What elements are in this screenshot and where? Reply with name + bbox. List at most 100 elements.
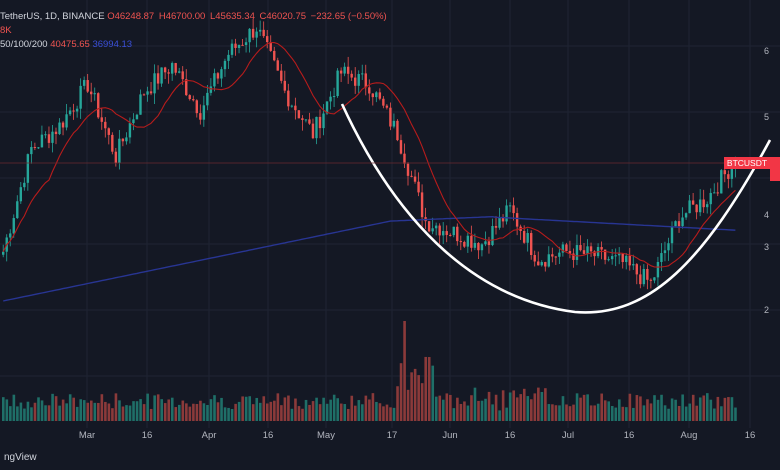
candle-body — [227, 54, 230, 61]
volume-bar — [139, 399, 142, 421]
tradingview-brand: ngView — [4, 452, 37, 463]
volume-bar — [135, 401, 139, 421]
volume-bar — [269, 401, 273, 421]
candle-body — [163, 67, 167, 73]
candle-body — [691, 200, 695, 205]
candle-body — [417, 181, 420, 193]
candle-body — [375, 92, 378, 98]
volume-bar — [54, 396, 58, 421]
candle-body — [19, 187, 22, 202]
candle-body — [642, 268, 646, 285]
y-axis[interactable]: 6 5 4 3 2 — [762, 0, 780, 430]
price-tag-value — [770, 157, 780, 181]
candle-body — [262, 29, 265, 37]
volume-bar — [2, 397, 5, 421]
candle-body — [456, 226, 459, 242]
volume-bar — [382, 406, 385, 421]
candle-body — [723, 170, 726, 175]
volume-bar — [149, 408, 153, 421]
volume-bar — [294, 398, 297, 421]
volume-bar — [399, 363, 403, 421]
candle-body — [174, 63, 177, 73]
volume-bar — [142, 404, 146, 421]
volume-bar — [642, 405, 646, 421]
volume-bar — [160, 399, 163, 421]
candle-body — [575, 245, 579, 260]
candle-body — [681, 217, 684, 227]
volume-bar — [596, 403, 600, 421]
candle-body — [463, 241, 466, 247]
candle-body — [494, 225, 498, 228]
x-tick: 16 — [504, 430, 516, 441]
candle-body — [107, 128, 110, 135]
candle-body — [660, 253, 663, 262]
symbol-label: TetherUS, 1D, BINANCE — [0, 11, 105, 22]
volume-bar — [354, 405, 357, 421]
chart-legend: TetherUS, 1D, BINANCE O46248.87 H46700.0… — [0, 10, 389, 52]
volume-bar — [473, 387, 477, 421]
candle-body — [420, 192, 424, 218]
volume-bar — [9, 406, 12, 421]
candle-body — [677, 221, 681, 227]
volume-bar — [385, 404, 389, 421]
candle-body — [160, 67, 163, 84]
volume-bar — [206, 404, 209, 421]
volume-bar — [487, 391, 491, 421]
volume-bar — [480, 400, 484, 421]
candle-body — [223, 60, 227, 70]
volume-bar — [656, 399, 660, 421]
candle-body — [582, 250, 586, 254]
candle-body — [466, 235, 470, 247]
candle-body — [237, 44, 241, 48]
candle-body — [371, 93, 374, 98]
candle-body — [709, 192, 712, 205]
volume-bar — [114, 393, 118, 421]
candle-body — [698, 199, 702, 213]
candle-body — [329, 96, 332, 102]
volume-bar — [677, 405, 681, 421]
x-axis[interactable]: Mar 16 Apr 16 May 17 Jun 16 Jul 16 Aug 1… — [0, 428, 780, 448]
candle-body — [54, 131, 58, 135]
candle-body — [706, 204, 709, 208]
candle-body — [449, 234, 452, 236]
volume-bar — [494, 394, 498, 421]
volume-bar — [477, 400, 480, 421]
volume-bar — [442, 399, 445, 421]
candle-body — [727, 174, 730, 179]
candle-body — [167, 72, 170, 74]
volume-bar — [491, 404, 494, 421]
volume-bar — [635, 395, 639, 421]
candle-body — [297, 110, 301, 119]
volume-bar — [37, 397, 40, 421]
volume-bar — [350, 395, 354, 421]
volume-bar — [413, 368, 417, 421]
candle-body — [244, 42, 248, 46]
volume-bar — [311, 401, 315, 421]
volume-bar — [361, 404, 364, 421]
volume-bar — [727, 397, 730, 421]
volume-bar — [68, 394, 72, 421]
y-tick: 6 — [764, 46, 770, 56]
volume-bar — [667, 408, 670, 421]
candle-body — [100, 117, 103, 122]
volume-bar — [470, 395, 473, 421]
volume-bar — [537, 387, 540, 421]
candle-body — [142, 94, 146, 96]
candle-body — [442, 231, 445, 236]
candle-body — [512, 205, 515, 214]
volume-bar — [600, 393, 603, 421]
candle-body — [128, 123, 132, 138]
volume-bar — [695, 405, 699, 421]
volume-bar — [649, 403, 653, 421]
candle-body — [213, 73, 216, 87]
candle-body — [290, 105, 294, 107]
candle-body — [146, 91, 149, 95]
close-value: C46020.75 — [259, 11, 307, 22]
x-tick: 16 — [141, 430, 153, 441]
candle-body — [44, 134, 47, 136]
volume-bar — [674, 399, 677, 421]
volume-bar — [93, 402, 97, 421]
candle-body — [427, 221, 431, 232]
volume-bar — [156, 394, 160, 421]
